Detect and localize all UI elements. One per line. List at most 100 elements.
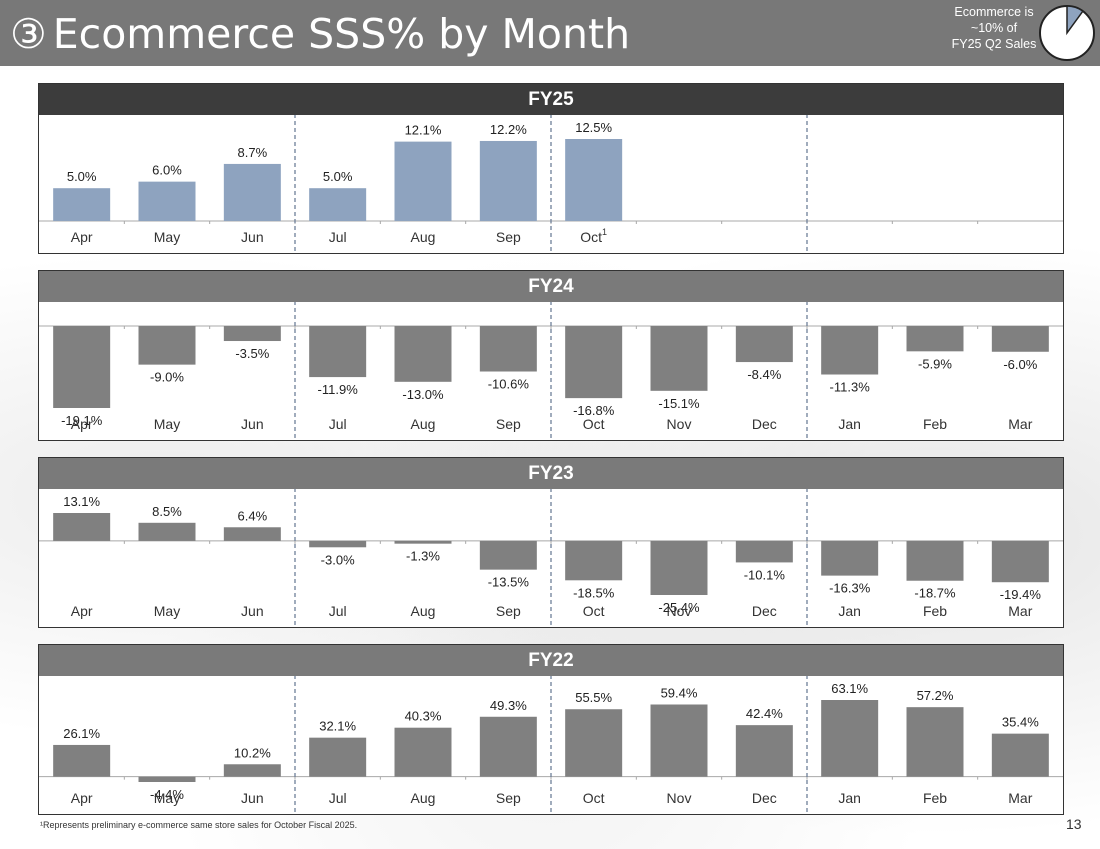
footnote: ¹Represents preliminary e-commerce same … [40,820,358,830]
category-label-sep: Sep [496,229,521,245]
fy24-chart: -19.1%Apr -9.0% May -3.5% Jun -11.9% Jul -13.0%… [39,302,1063,440]
data-label-jun: 8.7% [238,145,268,160]
category-label-nov: Nov [667,416,692,432]
data-label-may: -4.4% [150,787,184,802]
bar-dec [735,540,793,563]
fy23-header: FY23 [39,458,1063,489]
category-label-feb: Feb [923,790,947,806]
bar-jan [821,700,879,777]
category-label-feb: Feb [923,603,947,619]
category-label-mar: Mar [1008,603,1032,619]
data-label-apr: 13.1% [63,494,100,509]
data-label-sep: -13.5% [488,575,530,590]
data-label-jun: -3.5% [235,346,269,361]
category-label-oct: Oct [583,790,605,806]
category-label-aug: Aug [411,790,436,806]
data-label-oct: -16.8% [573,403,615,418]
category-label-sep: Sep [496,790,521,806]
category-label-mar: Mar [1008,416,1032,432]
bar-aug [394,326,452,382]
category-label-mar: Mar [1008,790,1032,806]
data-label-jan: -16.3% [829,581,871,596]
data-label-oct: 55.5% [575,690,612,705]
fy25-header: FY25 [39,84,1063,115]
category-label-oct: Oct1 [580,227,607,245]
title-number: ③ [10,10,47,58]
data-label-apr: 26.1% [63,726,100,741]
data-label-oct: 12.5% [575,120,612,135]
bar-mar [991,733,1049,777]
bar-jun [223,326,281,342]
bar-dec [735,326,793,363]
slide-title: ③ Ecommerce SSS% by Month [10,8,630,60]
category-label-jan: Jan [838,603,861,619]
data-label-aug: 12.1% [405,123,442,138]
data-label-may: -9.0% [150,370,184,385]
bar-oct [565,326,623,399]
ecommerce-share-callout: Ecommerce is ~10% of FY25 Q2 Sales [928,4,1060,62]
category-label-may: May [154,416,180,432]
bar-sep [479,326,537,372]
data-label-dec: -10.1% [744,567,786,582]
fy23-chart: 13.1% Apr 8.5% May 6.4% Jun -3.0% Jul -1.3% Aug -1… [39,489,1063,627]
bar-feb [906,326,964,352]
category-label-may: May [154,603,180,619]
data-label-dec: -8.4% [747,367,781,382]
data-label-jul: 5.0% [323,169,353,184]
bar-may [138,776,196,782]
bar-jul [309,540,367,548]
fy23-panel: FY23 13.1% Apr 8.5% May 6.4% Jun -3.0% Jul -1.3%… [38,457,1064,628]
category-label-jul: Jul [329,229,347,245]
bar-oct [565,540,623,581]
bar-may [138,326,196,365]
data-label-dec: 42.4% [746,706,783,721]
fy22-panel: FY22 26.1% Apr -4.4% May 10.2% Jun 32.1% Jul 40.… [38,644,1064,815]
superscript: 1 [602,227,607,237]
data-label-sep: 49.3% [490,698,527,713]
fy24-panel: FY24 -19.1% Apr -9.0% May -3.5% Jun -11.9% Jul -… [38,270,1064,441]
bar-nov [650,704,708,777]
bar-feb [906,540,964,581]
bar-aug [394,727,452,777]
bar-jul [309,737,367,777]
data-label-nov: -25.4% [658,600,700,615]
data-label-may: 6.0% [152,163,182,178]
category-label-apr: Apr [71,416,93,432]
ecommerce-share-pie-icon [1039,5,1095,61]
bar-mar [991,540,1049,583]
callout-line-3: FY25 Q2 Sales [951,37,1037,51]
data-label-may: 8.5% [152,504,182,519]
category-label-aug: Aug [411,603,436,619]
fy22-header: FY22 [39,645,1063,676]
data-label-jul: -3.0% [321,552,355,567]
callout-line-1: Ecommerce is [954,5,1034,19]
page-number: 13 [1066,816,1082,832]
category-label-aug: Aug [411,416,436,432]
callout-line-2: ~10% of [970,21,1018,35]
data-label-jun: 6.4% [238,508,268,523]
category-label-oct: Oct [583,416,605,432]
bar-jul [309,188,367,221]
bar-may [138,181,196,221]
data-label-nov: 59.4% [661,685,698,700]
category-label-jul: Jul [329,790,347,806]
bar-jun [223,527,281,541]
bar-apr [53,744,111,777]
bar-aug [394,540,452,544]
data-label-jul: -11.9% [318,382,359,397]
category-label-jul: Jul [329,603,347,619]
bar-mar [991,326,1049,352]
data-label-nov: -15.1% [658,396,700,411]
data-label-feb: -18.7% [914,586,956,601]
title-text: Ecommerce SSS% by Month [52,10,631,58]
category-label-apr: Apr [71,229,93,245]
category-label-jun: Jun [241,229,264,245]
category-label-dec: Dec [752,416,777,432]
data-label-feb: 57.2% [917,688,954,703]
category-label-sep: Sep [496,603,521,619]
data-label-oct: -18.5% [573,585,615,600]
bar-sep [479,540,537,570]
bar-jun [223,163,281,221]
data-label-sep: -10.6% [488,377,530,392]
data-label-aug: -1.3% [406,549,440,564]
